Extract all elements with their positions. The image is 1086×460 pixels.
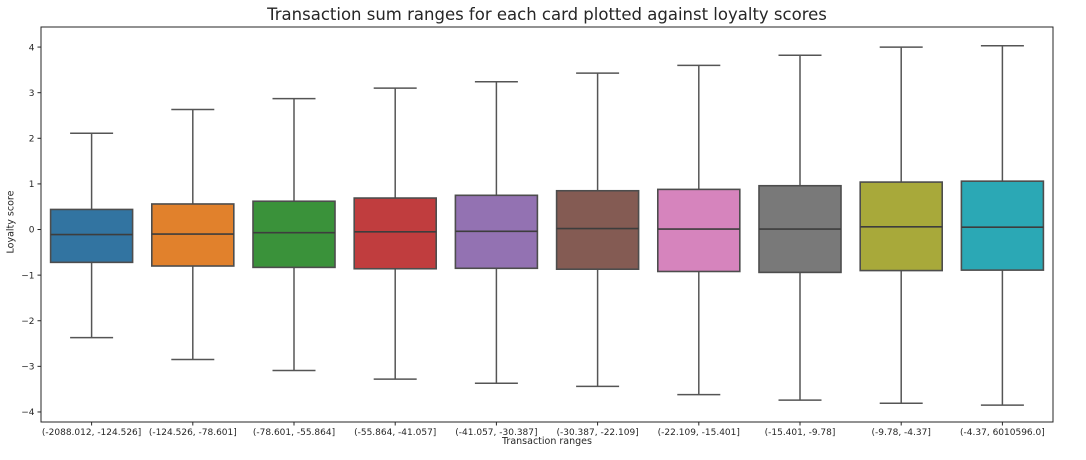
- y-tick-label: −3: [21, 363, 34, 373]
- y-tick-label: 2: [29, 134, 35, 144]
- y-tick-label: −1: [21, 271, 34, 281]
- axes-frame: [40, 26, 1054, 423]
- x-tick-label: (-2088.012, -124.526]: [42, 428, 141, 438]
- y-tick-label: 0: [29, 226, 35, 236]
- y-tick-label: 4: [29, 43, 35, 53]
- x-tick-label: (-41.057, -30.387]: [455, 428, 537, 438]
- y-tick-label: 1: [29, 180, 35, 190]
- box: [960, 180, 1045, 271]
- x-tick-label: (-15.401, -9.78]: [765, 428, 836, 438]
- x-tick-label: (-30.387, -22.109]: [556, 428, 638, 438]
- x-tick-label: (-78.601, -55.864]: [253, 428, 335, 438]
- x-tick-label: (-22.109, -15.401]: [658, 428, 740, 438]
- x-axis-label: Transaction ranges: [502, 436, 592, 447]
- x-tick-label: (-124.526, -78.601]: [149, 428, 237, 438]
- box: [49, 208, 134, 264]
- x-tick-label: (-9.78, -4.37]: [872, 428, 931, 438]
- y-tick-label: −2: [21, 317, 34, 327]
- box: [252, 200, 336, 269]
- y-tick-label: 3: [29, 89, 35, 99]
- x-tick-label: (-55.864, -41.057]: [354, 428, 436, 438]
- y-tick-label: −4: [21, 408, 35, 418]
- x-tick-label: (-4.37, 6010596.0]: [960, 428, 1045, 438]
- box: [656, 188, 741, 273]
- box: [555, 189, 640, 270]
- chart-title: Transaction sum ranges for each card plo…: [267, 5, 827, 24]
- box: [151, 203, 235, 267]
- box: [353, 197, 438, 270]
